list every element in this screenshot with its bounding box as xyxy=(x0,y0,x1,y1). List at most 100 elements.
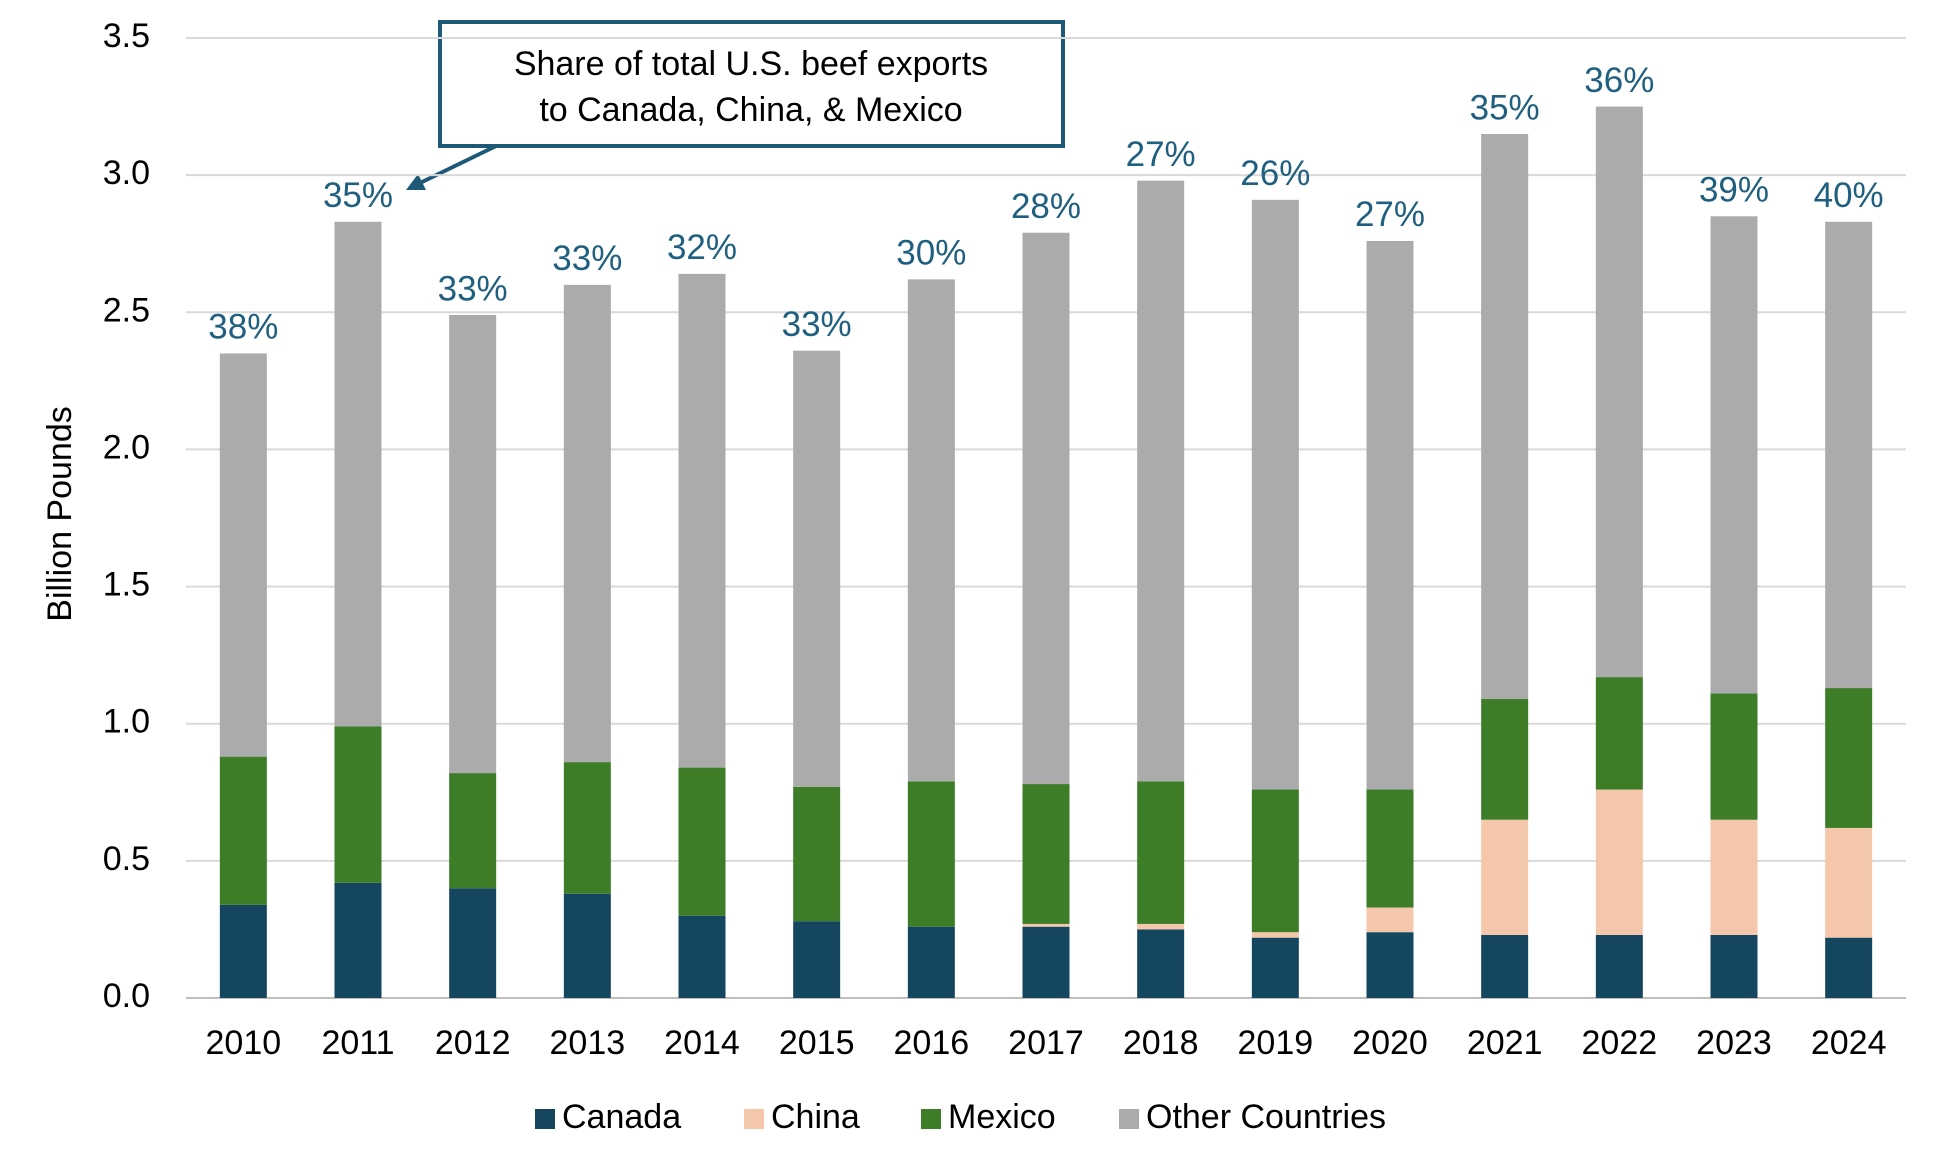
share-label: 27% xyxy=(1126,135,1196,174)
bar-segment xyxy=(1022,923,1070,927)
y-tick-label: 0.0 xyxy=(103,977,150,1015)
legend-label: Canada xyxy=(562,1098,681,1136)
share-label: 36% xyxy=(1584,61,1654,100)
legend-label: Other Countries xyxy=(1146,1098,1386,1136)
x-tick-label: 2021 xyxy=(1467,1024,1543,1062)
x-tick-label: 2015 xyxy=(779,1024,855,1062)
bar-segment xyxy=(1366,932,1414,998)
share-label: 35% xyxy=(1470,88,1540,127)
bar-segment xyxy=(1251,199,1299,790)
bar-segment xyxy=(1137,180,1185,782)
share-label: 38% xyxy=(208,308,278,347)
annotation-text: to Canada, China, & Mexico xyxy=(539,91,962,129)
annotation-arrowhead xyxy=(406,174,426,190)
bar-segment xyxy=(1251,932,1299,938)
bar-segment xyxy=(219,756,267,905)
bar-segment xyxy=(1825,827,1873,938)
legend-swatch xyxy=(535,1109,555,1129)
share-label: 35% xyxy=(323,176,393,215)
bar-segment xyxy=(1366,907,1414,933)
share-label: 26% xyxy=(1240,154,1310,193)
bar-segment xyxy=(907,781,955,927)
bar-segment xyxy=(449,888,497,998)
bar-segment xyxy=(678,273,726,768)
bar-segment xyxy=(334,726,382,883)
annotation-text: Share of total U.S. beef exports xyxy=(514,45,988,83)
bar-segment xyxy=(678,915,726,998)
legend-label: Mexico xyxy=(948,1098,1056,1136)
share-label: 32% xyxy=(667,228,737,267)
bar-segment xyxy=(219,353,267,757)
bar-segment xyxy=(793,786,841,922)
legend-swatch xyxy=(1119,1109,1139,1129)
bar-segment xyxy=(1366,789,1414,908)
bar-segment xyxy=(1825,688,1873,828)
bar-segment xyxy=(793,350,841,787)
bar-segment xyxy=(1825,221,1873,689)
x-tick-label: 2022 xyxy=(1582,1024,1658,1062)
bar-segment xyxy=(1710,693,1758,820)
bar-segment xyxy=(1710,934,1758,998)
share-label: 33% xyxy=(782,305,852,344)
y-tick-label: 0.5 xyxy=(103,840,150,878)
bar-segment xyxy=(563,284,611,763)
annotation-arrow xyxy=(419,144,497,185)
legend-label: China xyxy=(771,1098,860,1136)
x-tick-label: 2024 xyxy=(1811,1024,1887,1062)
bar-segment xyxy=(1825,937,1873,998)
bar-segment xyxy=(1710,216,1758,694)
x-tick-label: 2010 xyxy=(206,1024,282,1062)
bar-segment xyxy=(1595,677,1643,790)
y-tick-label: 1.0 xyxy=(103,703,150,741)
x-tick-label: 2016 xyxy=(894,1024,970,1062)
bar-segment xyxy=(1137,929,1185,998)
bar-segment xyxy=(1481,819,1529,935)
y-tick-label: 1.5 xyxy=(103,566,150,604)
bar-segment xyxy=(793,921,841,998)
share-label: 33% xyxy=(552,239,622,278)
x-tick-label: 2017 xyxy=(1008,1024,1084,1062)
bar-segment xyxy=(907,926,955,998)
bar-segment xyxy=(1137,781,1185,924)
bar-segment xyxy=(1137,923,1185,930)
x-tick-label: 2019 xyxy=(1238,1024,1314,1062)
y-tick-label: 3.0 xyxy=(103,154,150,192)
x-tick-label: 2018 xyxy=(1123,1024,1199,1062)
bar-segment xyxy=(1595,934,1643,998)
y-axis-label: Billion Pounds xyxy=(41,406,79,621)
bar-segment xyxy=(1710,819,1758,935)
bar-segment xyxy=(1022,926,1070,998)
bar-segment xyxy=(563,893,611,998)
legend-swatch xyxy=(921,1109,941,1129)
bar-segment xyxy=(563,762,611,894)
x-tick-label: 2020 xyxy=(1352,1024,1428,1062)
bar-segment xyxy=(1022,232,1070,785)
y-tick-label: 3.5 xyxy=(103,17,150,55)
bar-segment xyxy=(1481,699,1529,820)
bar-segment xyxy=(449,773,497,889)
x-tick-label: 2014 xyxy=(664,1024,740,1062)
bar-segment xyxy=(334,221,382,727)
bar-segment xyxy=(1251,937,1299,998)
bar-segment xyxy=(1366,240,1414,790)
legend-swatch xyxy=(744,1109,764,1129)
share-label: 39% xyxy=(1699,171,1769,210)
x-tick-label: 2023 xyxy=(1696,1024,1772,1062)
bar-segment xyxy=(1595,106,1643,678)
share-label: 33% xyxy=(438,269,508,308)
share-label: 27% xyxy=(1355,195,1425,234)
x-tick-label: 2011 xyxy=(321,1024,394,1062)
bar-segment xyxy=(449,315,497,774)
bar-segment xyxy=(1481,134,1529,700)
bar-segment xyxy=(1595,789,1643,935)
share-label: 30% xyxy=(896,234,966,273)
y-tick-label: 2.5 xyxy=(103,291,150,329)
bar-segment xyxy=(1251,789,1299,933)
y-tick-label: 2.0 xyxy=(103,428,150,466)
bar-segment xyxy=(1022,784,1070,924)
x-tick-label: 2012 xyxy=(435,1024,511,1062)
x-tick-label: 2013 xyxy=(550,1024,626,1062)
share-label: 28% xyxy=(1011,187,1081,226)
share-label: 40% xyxy=(1814,176,1884,215)
